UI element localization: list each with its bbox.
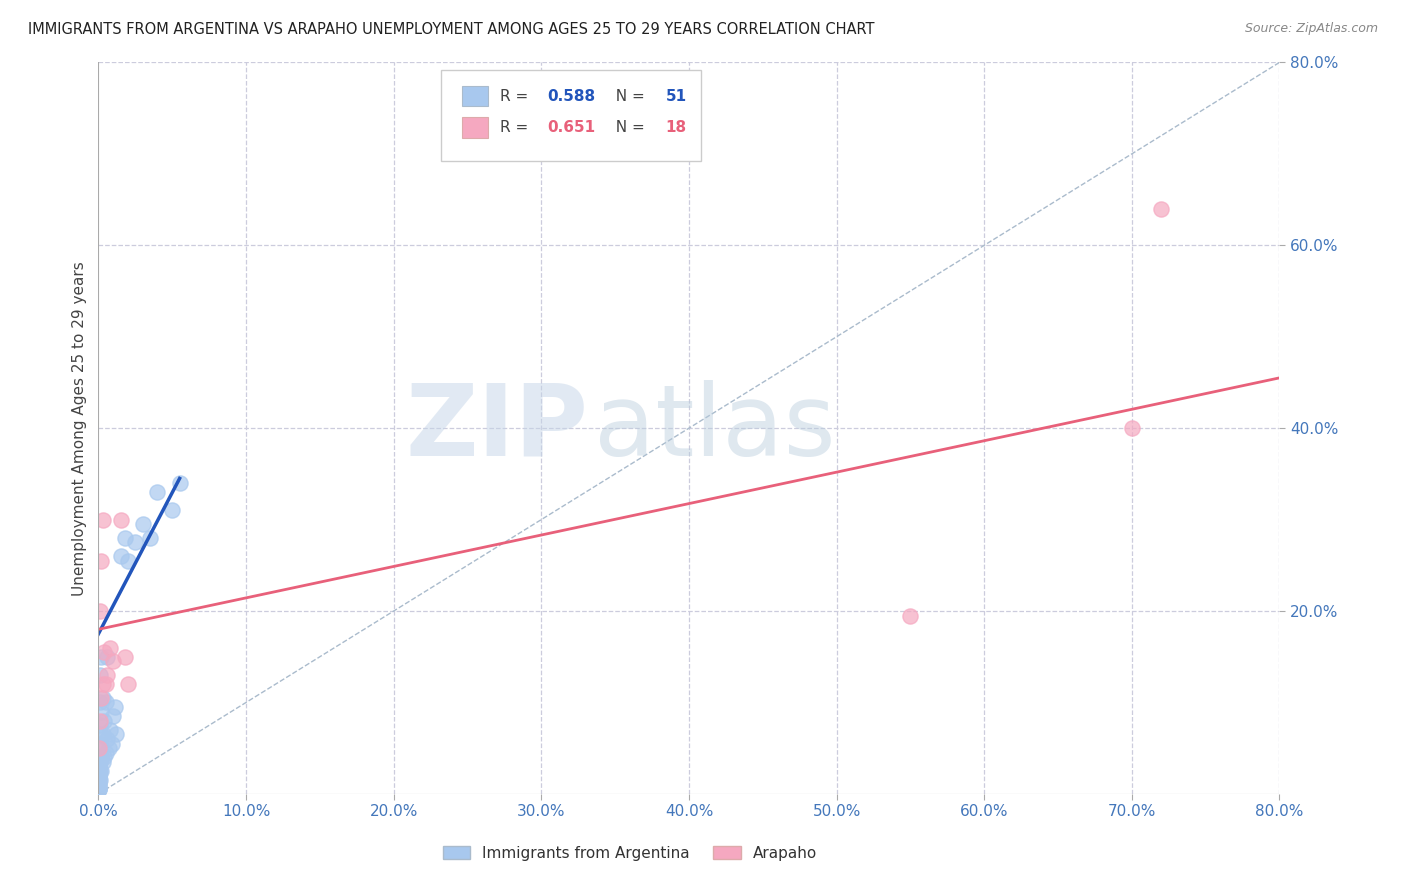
Point — [100, 737, 122, 751]
Point — [89, 764, 111, 778]
Point — [98, 640, 121, 655]
Point — [96, 668, 118, 682]
Point — [89, 766, 111, 780]
Text: ZIP: ZIP — [406, 380, 589, 476]
FancyBboxPatch shape — [463, 117, 488, 137]
Point — [90, 649, 112, 664]
Point — [90, 750, 112, 764]
Text: IMMIGRANTS FROM ARGENTINA VS ARAPAHO UNEMPLOYMENT AMONG AGES 25 TO 29 YEARS CORR: IMMIGRANTS FROM ARGENTINA VS ARAPAHO UNE… — [28, 22, 875, 37]
Point — [97, 741, 120, 756]
Point — [98, 723, 121, 737]
Point — [90, 690, 112, 705]
Point — [89, 696, 111, 710]
Point — [169, 476, 191, 491]
Point — [89, 782, 111, 797]
Text: 0.588: 0.588 — [547, 88, 595, 103]
Point — [91, 690, 114, 705]
Point — [94, 677, 117, 691]
Point — [89, 750, 111, 764]
Point — [91, 755, 114, 769]
Point — [114, 649, 136, 664]
Point — [89, 668, 111, 682]
Point — [89, 776, 111, 790]
Point — [132, 517, 155, 532]
Point — [89, 780, 111, 794]
Point — [93, 750, 115, 764]
Point — [89, 755, 111, 769]
Point — [1150, 202, 1173, 216]
Point — [90, 764, 112, 778]
Point — [89, 755, 111, 769]
Point — [90, 554, 112, 568]
Point — [124, 535, 146, 549]
Point — [93, 645, 115, 659]
Text: 51: 51 — [665, 88, 686, 103]
Text: N =: N = — [606, 120, 650, 135]
Point — [89, 782, 111, 797]
Point — [89, 764, 111, 778]
Point — [94, 696, 117, 710]
Point — [96, 649, 118, 664]
Point — [89, 714, 111, 728]
Text: 0.651: 0.651 — [547, 120, 595, 135]
Text: Source: ZipAtlas.com: Source: ZipAtlas.com — [1244, 22, 1378, 36]
Point — [89, 778, 111, 792]
Point — [89, 759, 111, 773]
Point — [1121, 421, 1143, 435]
Text: atlas: atlas — [595, 380, 837, 476]
Text: R =: R = — [501, 120, 533, 135]
Point — [114, 531, 136, 545]
Point — [89, 604, 111, 618]
Text: N =: N = — [606, 88, 650, 103]
FancyBboxPatch shape — [463, 86, 488, 106]
Point — [89, 773, 111, 788]
Point — [105, 727, 128, 741]
Point — [96, 731, 118, 746]
Point — [91, 677, 114, 691]
Point — [103, 709, 125, 723]
Point — [900, 608, 922, 623]
Text: 18: 18 — [665, 120, 686, 135]
Point — [89, 741, 111, 756]
Point — [94, 746, 117, 760]
Point — [89, 771, 111, 785]
Point — [89, 718, 111, 732]
Point — [89, 773, 111, 788]
Point — [110, 549, 132, 564]
Point — [103, 654, 125, 668]
Point — [89, 769, 111, 783]
Point — [90, 705, 112, 719]
Point — [146, 485, 169, 500]
Point — [91, 512, 114, 526]
Point — [117, 677, 139, 691]
Point — [117, 554, 139, 568]
FancyBboxPatch shape — [441, 70, 700, 161]
Point — [89, 741, 111, 756]
Point — [91, 727, 114, 741]
Point — [110, 512, 132, 526]
Y-axis label: Unemployment Among Ages 25 to 29 years: Unemployment Among Ages 25 to 29 years — [72, 260, 87, 596]
Point — [139, 531, 162, 545]
Point — [162, 503, 183, 517]
Point — [90, 727, 112, 741]
Text: R =: R = — [501, 88, 533, 103]
Point — [104, 700, 127, 714]
Point — [93, 714, 115, 728]
Point — [89, 737, 111, 751]
Legend: Immigrants from Argentina, Arapaho: Immigrants from Argentina, Arapaho — [437, 839, 823, 867]
Point — [89, 782, 111, 797]
